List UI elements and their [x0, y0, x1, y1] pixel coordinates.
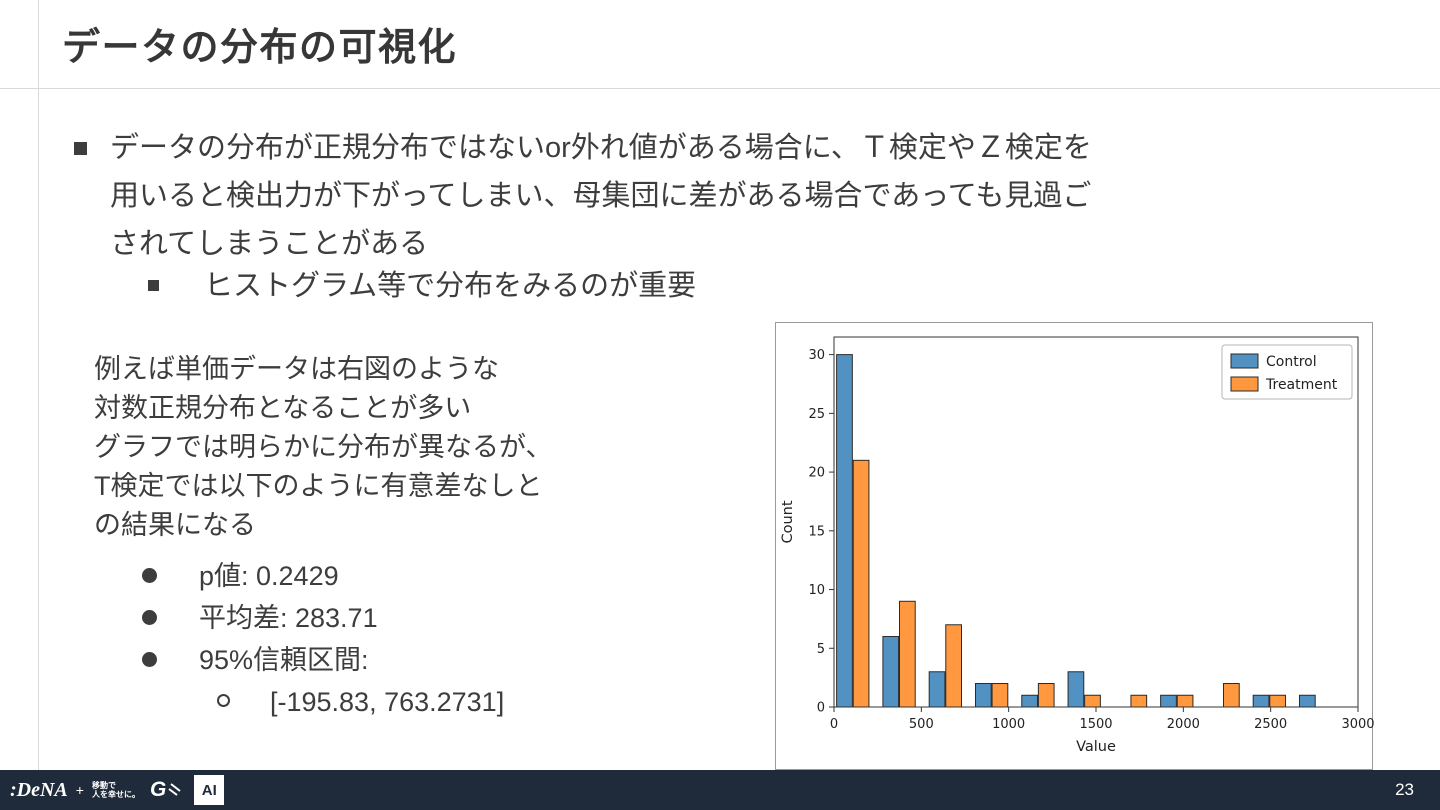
stats-list: p値: 0.2429 平均差: 283.71 95%信頼区間: [-195.83… [142, 556, 504, 724]
main-bullet-text: データの分布が正規分布ではないor外れ値がある場合に、Ｔ検定やＺ検定を用いると検… [110, 132, 1092, 260]
svg-text:10: 10 [808, 583, 825, 598]
go-tagline-line: 移動で [91, 781, 116, 790]
stat-sub-item-text: [-195.83, 763.2731] [270, 687, 505, 717]
svg-text:15: 15 [808, 524, 825, 539]
paragraph-line: の結果になる [94, 510, 256, 540]
paragraph: 例えば単価データは右図のような 対数正規分布となることが多い グラフでは明らかに… [94, 350, 552, 545]
svg-text:5: 5 [817, 642, 825, 657]
square-bullet-icon [148, 280, 159, 291]
svg-text:Count: Count [780, 500, 796, 543]
svg-text:500: 500 [909, 717, 934, 732]
svg-text:3000: 3000 [1341, 717, 1374, 732]
svg-text:2000: 2000 [1167, 717, 1200, 732]
svg-text:1500: 1500 [1079, 717, 1112, 732]
svg-text:20: 20 [808, 466, 825, 481]
paragraph-line: T検定では以下のように有意差なしと [94, 471, 543, 501]
hollow-circle-bullet-icon [217, 694, 230, 707]
svg-text:0: 0 [830, 717, 838, 732]
circle-bullet-icon [142, 568, 157, 583]
go-logo-letter: G [149, 778, 167, 801]
stat-item: 95%信頼区間: [142, 640, 504, 682]
dena-logo: :DeNA [10, 778, 68, 801]
title-divider-line [0, 88, 1440, 89]
square-bullet-icon [74, 142, 87, 155]
sub-bullet-text: ヒストグラム等で分布をみるのが重要 [204, 270, 697, 302]
stat-item: p値: 0.2429 [142, 556, 504, 598]
go-tagline-line: 人を幸せに。 [91, 790, 140, 799]
svg-text:Value: Value [1076, 739, 1116, 755]
stat-item: 平均差: 283.71 [142, 598, 504, 640]
stat-item-text: 平均差: 283.71 [199, 603, 378, 633]
svg-text:25: 25 [808, 407, 825, 422]
circle-bullet-icon [142, 610, 157, 625]
stat-sub-item: [-195.83, 763.2731] [217, 682, 504, 724]
svg-text:30: 30 [808, 348, 825, 363]
histogram-svg: 0 500 1000 1500 2000 2500 3000 0 5 10 15 20 25 30 Valu… [780, 336, 1375, 755]
ai-logo: AI [194, 775, 225, 805]
stat-item-text: p値: 0.2429 [199, 561, 339, 591]
go-tagline: 移動で 人を幸せに。 [92, 781, 140, 799]
sub-bullet: ヒストグラム等で分布をみるのが重要 [148, 268, 696, 304]
footer-bar: :DeNA + 移動で 人を幸せに。 G AI 23 [0, 770, 1440, 810]
paragraph-line: グラフでは明らかに分布が異なるが、 [94, 432, 553, 462]
paragraph-line: 対数正規分布となることが多い [94, 393, 472, 423]
svg-text:Control: Control [1266, 354, 1317, 370]
svg-text:0: 0 [817, 701, 825, 716]
svg-text:Treatment: Treatment [1265, 377, 1338, 393]
go-logo-stripes-icon [168, 783, 181, 796]
go-logo: G [150, 778, 182, 802]
paragraph-line: 例えば単価データは右図のような [94, 354, 499, 384]
stat-item-text: 95%信頼区間: [199, 645, 369, 675]
circle-bullet-icon [142, 652, 157, 667]
svg-text:2500: 2500 [1254, 717, 1287, 732]
left-border-line [38, 0, 39, 810]
main-bullet: データの分布が正規分布ではないor外れ値がある場合に、Ｔ検定やＺ検定を用いると検… [74, 124, 1110, 268]
slide-title: データの分布の可視化 [62, 27, 458, 69]
histogram-chart: 0 500 1000 1500 2000 2500 3000 0 5 10 15 20 25 30 Valu… [775, 322, 1375, 770]
page-number: 23 [1395, 780, 1414, 799]
svg-text:1000: 1000 [992, 717, 1025, 732]
plus-sign: + [75, 782, 84, 798]
